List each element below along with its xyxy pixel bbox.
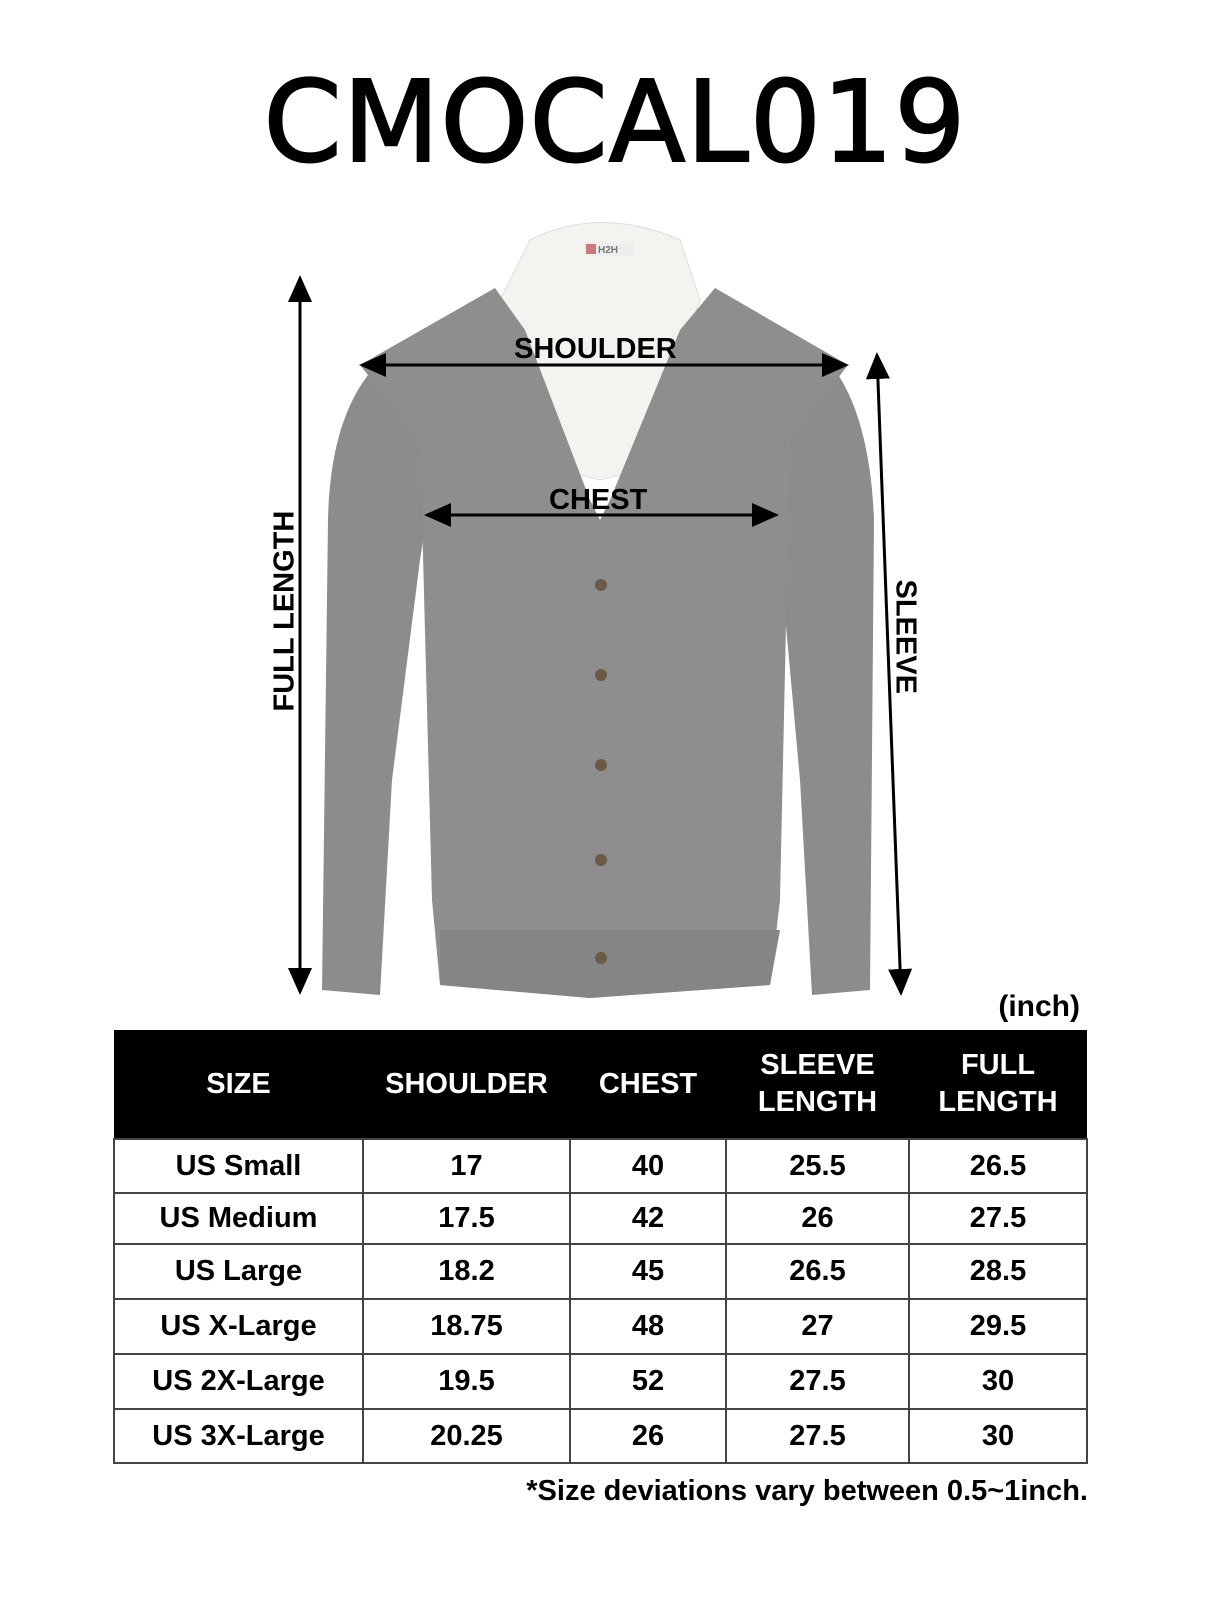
- left-sleeve: [322, 370, 440, 995]
- cell-sleeve-length: 27.5: [725, 1408, 910, 1464]
- cell-chest: 52: [569, 1353, 727, 1410]
- cell-size: US 3X-Large: [113, 1408, 364, 1464]
- sweater-body: [360, 288, 848, 998]
- cell-full-length: 30: [908, 1353, 1088, 1410]
- cell-size: US Large: [113, 1243, 364, 1300]
- cell-sleeve-length: 25.5: [725, 1138, 910, 1194]
- cell-shoulder: 20.25: [362, 1408, 571, 1464]
- table-body: US Small 17 40 25.5 26.5 US Medium 17.5 42 26 27.…: [113, 1138, 1088, 1464]
- cell-size: US Small: [113, 1138, 364, 1194]
- cell-chest: 42: [569, 1192, 727, 1245]
- cell-shoulder: 17.5: [362, 1192, 571, 1245]
- cell-full-length: 29.5: [908, 1298, 1088, 1355]
- header-full-length: FULL LENGTH: [909, 1030, 1087, 1139]
- chest-label: CHEST: [549, 484, 648, 516]
- right-sleeve: [770, 370, 874, 995]
- buttons: [595, 579, 607, 964]
- cell-size: US Medium: [113, 1192, 364, 1245]
- table-row: US Large 18.2 45 26.5 28.5: [113, 1243, 1088, 1300]
- cell-chest: 48: [569, 1298, 727, 1355]
- cell-sleeve-length: 26.5: [725, 1243, 910, 1300]
- cell-shoulder: 18.75: [362, 1298, 571, 1355]
- cell-full-length: 28.5: [908, 1243, 1088, 1300]
- brand-logo-icon: [586, 244, 596, 254]
- cell-chest: 45: [569, 1243, 727, 1300]
- cell-full-length: 26.5: [908, 1138, 1088, 1194]
- sleeve-arrow: [887, 674, 913, 996]
- table-row: US 2X-Large 19.5 52 27.5 30: [113, 1353, 1088, 1410]
- header-size: SIZE: [114, 1030, 363, 1139]
- brand-label-text: H2H: [598, 245, 618, 256]
- table-row: US Small 17 40 25.5 26.5: [113, 1138, 1088, 1194]
- cardigan-image: H2H: [288, 222, 913, 998]
- sleeve-label: SLEEVE: [889, 579, 922, 694]
- table-row: US Medium 17.5 42 26 27.5: [113, 1192, 1088, 1245]
- cell-shoulder: 19.5: [362, 1353, 571, 1410]
- full-length-label: FULL LENGTH: [268, 510, 301, 712]
- header-chest: CHEST: [570, 1030, 726, 1139]
- shoulder-label: SHOULDER: [514, 333, 677, 365]
- cell-shoulder: 18.2: [362, 1243, 571, 1300]
- table-row: US X-Large 18.75 48 27 29.5: [113, 1298, 1088, 1355]
- cell-full-length: 27.5: [908, 1192, 1088, 1245]
- footnote: *Size deviations vary between 0.5~1inch.: [526, 1475, 1088, 1507]
- cell-shoulder: 17: [362, 1138, 571, 1194]
- cell-sleeve-length: 26: [725, 1192, 910, 1245]
- brand-label: [584, 242, 634, 256]
- cell-full-length: 30: [908, 1408, 1088, 1464]
- cell-sleeve-length: 27: [725, 1298, 910, 1355]
- size-chart-table: SIZE SHOULDER CHEST SLEEVE LENGTH FULL L…: [113, 1030, 1088, 1464]
- cell-chest: 26: [569, 1408, 727, 1464]
- header-sleeve-length: SLEEVE LENGTH: [726, 1030, 909, 1139]
- table-header-row: SIZE SHOULDER CHEST SLEEVE LENGTH FULL L…: [114, 1030, 1087, 1139]
- product-code-title: CMOCAL019: [263, 57, 967, 189]
- sleeve-arrow: [865, 352, 891, 676]
- cell-size: US X-Large: [113, 1298, 364, 1355]
- cell-chest: 40: [569, 1138, 727, 1194]
- table-row: US 3X-Large 20.25 26 27.5 30: [113, 1408, 1088, 1464]
- cell-size: US 2X-Large: [113, 1353, 364, 1410]
- header-shoulder: SHOULDER: [363, 1030, 570, 1139]
- cell-sleeve-length: 27.5: [725, 1353, 910, 1410]
- unit-label: (inch): [998, 990, 1080, 1023]
- sweater-hem: [440, 930, 780, 998]
